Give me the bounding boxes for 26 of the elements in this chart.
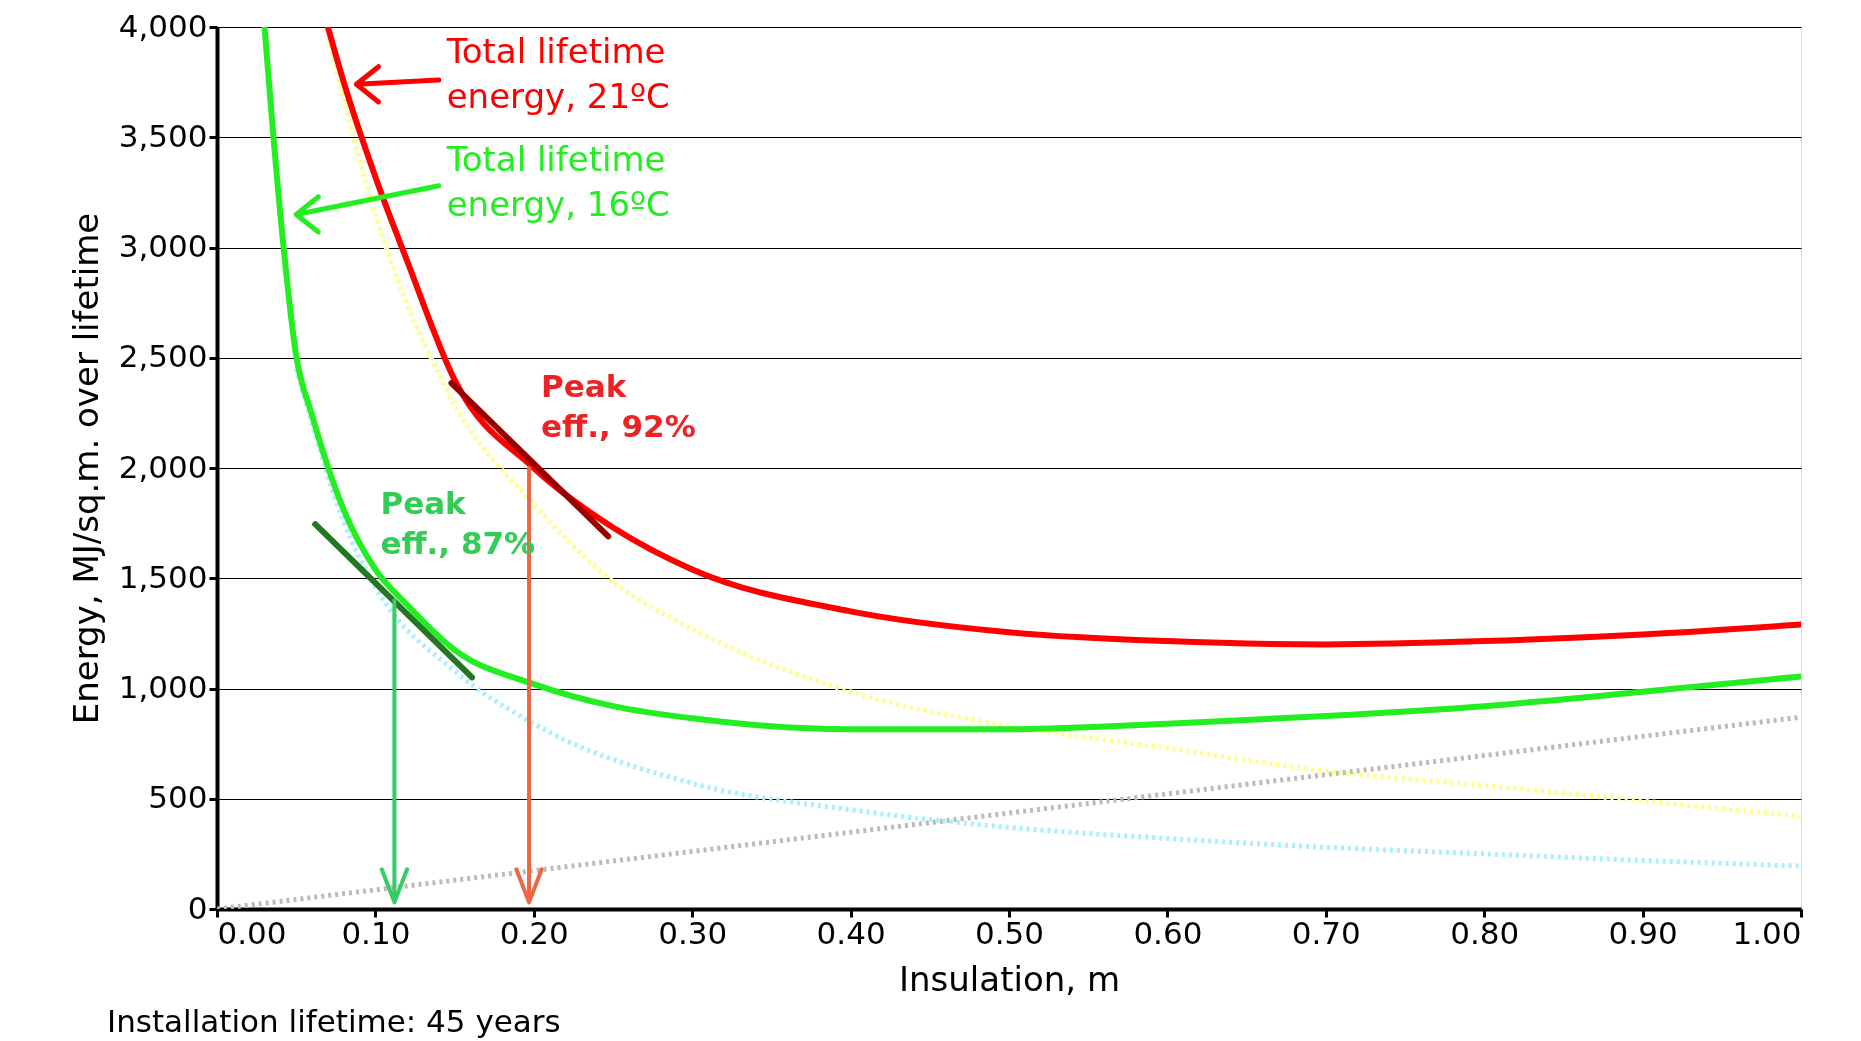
x-tick-label: 0.70 [1291,914,1361,951]
x-tick-label: 0.00 [217,914,287,951]
y-tick-label: 2,000 [118,448,208,485]
y-tick-label: 2,500 [118,338,208,375]
y-tick-label: 500 [148,779,208,816]
x-axis-title: Insulation, m [899,958,1120,999]
x-tick-label: 0.40 [816,914,886,951]
y-tick-label: 1,500 [118,558,208,595]
y-tick-label: 0 [187,889,208,926]
y-tick-label: 4,000 [118,7,208,44]
text: Total lifetime energy, 16ºC [445,138,670,224]
x-tick-label: 0.20 [499,914,569,951]
x-tick-label: 0.30 [658,914,728,951]
x-tick-label: 0.60 [1133,914,1203,951]
x-tick-label: 0.80 [1450,914,1520,951]
legend-label: Total lifetime energy, 21ºC [445,30,670,116]
y-axis-title: Energy, MJ/sq.m. over lifetime [65,212,106,725]
x-tick-label: 0.10 [341,914,411,951]
text: Installation lifetime: 45 years [107,1003,561,1039]
x-tick-label: 0.50 [974,914,1045,951]
y-tick-label: 1,000 [118,669,208,705]
x-tick-label: 1.00 [1732,914,1802,951]
y-tick-label: 3,500 [118,117,208,154]
x-tick-label: 0.90 [1608,914,1678,951]
annotation: Peak eff., 92% [541,368,696,444]
y-tick-label: 3,000 [118,228,208,264]
